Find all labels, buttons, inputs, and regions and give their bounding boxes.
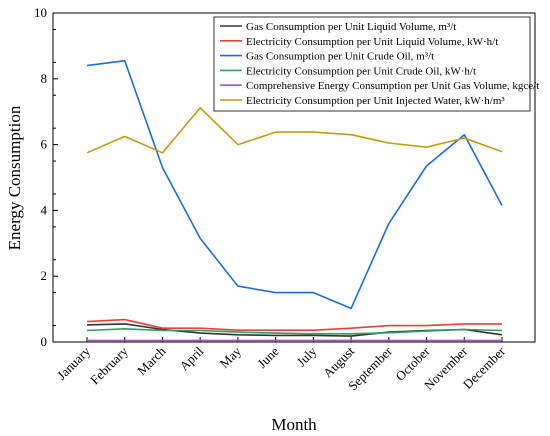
legend-label: Electricity Consumption per Unit Liquid … [246,36,498,48]
series-line [86,327,503,335]
legend-label: Electricity Consumption per Unit Crude O… [246,65,476,77]
x-tick-label: July [294,343,320,369]
legend-label: Gas Consumption per Unit Liquid Volume, … [246,21,456,33]
legend: Gas Consumption per Unit Liquid Volume, … [213,16,539,112]
x-tick-label: February [87,343,131,387]
plot-frame [52,12,536,343]
legend-label: Gas Consumption per Unit Crude Oil, m³/t [246,51,434,63]
x-tick-label: June [254,343,282,371]
y-tick-label: 4 [41,202,48,217]
legend-box [213,16,531,112]
x-axis-title: Month [271,415,317,434]
series-lines [86,59,503,342]
legend-label: Electricity Consumption per Unit Injecte… [246,95,505,107]
x-tick-label: December [460,343,509,392]
y-tick-label: 10 [34,5,47,20]
series-line [86,107,503,154]
series-line [86,318,502,332]
y-axis-title: Energy Consumption [5,105,24,250]
legend-label: Comprehensive Energy Consumption per Uni… [246,80,539,92]
y-tick-label: 6 [41,137,48,152]
y-tick-label: 0 [41,334,48,349]
y-tick-label: 2 [41,268,48,283]
x-tick-label: April [176,343,206,373]
x-tick-label: March [134,343,169,378]
x-tick-label: May [217,343,245,371]
y-tick-label: 8 [41,71,48,86]
